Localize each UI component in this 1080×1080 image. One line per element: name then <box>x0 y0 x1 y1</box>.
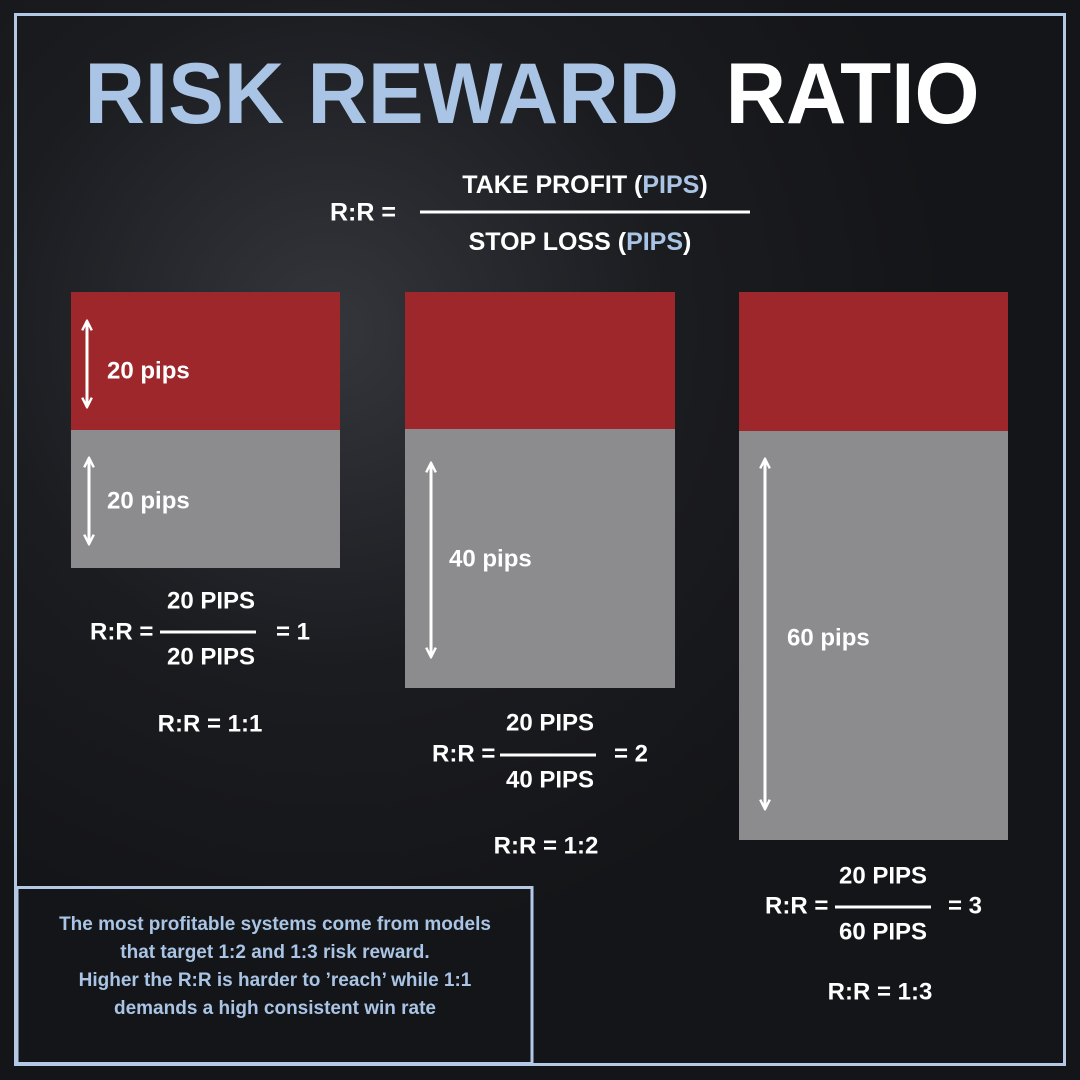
text: PIPS <box>642 171 699 199</box>
denominator: 40 PIPS <box>506 766 594 793</box>
result: = 2 <box>614 740 648 767</box>
ratio: R:R = 1:3 <box>828 978 933 1005</box>
text: STOP LOSS ( <box>469 228 627 256</box>
reward-label: 60 pips <box>787 624 870 651</box>
frame <box>14 13 1066 1066</box>
text: PIPS <box>626 228 683 256</box>
formula-denominator: STOP LOSS (PIPS) <box>469 228 692 256</box>
ratio-lhs: R:R = <box>765 892 828 919</box>
title-part: RISK REWARD <box>85 46 680 142</box>
reward-box <box>71 430 340 568</box>
note-box <box>15 886 534 1065</box>
ratio: R:R = 1:2 <box>494 832 599 859</box>
reward-box <box>405 429 675 688</box>
result: = 3 <box>948 892 982 919</box>
title: RISK REWARD RATIO <box>85 46 980 142</box>
text: TAKE PROFIT ( <box>462 171 643 199</box>
numerator: 20 PIPS <box>167 587 255 614</box>
numerator: 20 PIPS <box>506 709 594 736</box>
ratio-lhs: R:R = <box>90 618 153 645</box>
ratio: R:R = 1:1 <box>158 710 263 737</box>
reward-label: 20 pips <box>107 487 190 514</box>
note-line: demands a high consistent win rate <box>114 998 436 1019</box>
ratio-lhs: R:R = <box>432 740 495 767</box>
text: ) <box>683 228 691 256</box>
title-part: RATIO <box>726 46 980 142</box>
numerator: 20 PIPS <box>839 862 927 889</box>
text: ) <box>699 171 707 199</box>
risk-box <box>71 292 340 430</box>
formula-numerator: TAKE PROFIT (PIPS) <box>462 171 707 199</box>
note-line: that target 1:2 and 1:3 risk reward. <box>120 942 429 963</box>
risk-label: 20 pips <box>107 357 190 384</box>
reward-label: 40 pips <box>449 545 532 572</box>
formula-lhs: R:R = <box>330 199 396 227</box>
risk-box <box>739 292 1008 431</box>
note-line: Higher the R:R is harder to ’reach’ whil… <box>79 970 472 991</box>
denominator: 60 PIPS <box>839 918 927 945</box>
denominator: 20 PIPS <box>167 643 255 670</box>
reward-box <box>739 431 1008 840</box>
note-line: The most profitable systems come from mo… <box>59 914 491 935</box>
risk-box <box>405 292 675 429</box>
result: = 1 <box>276 618 310 645</box>
